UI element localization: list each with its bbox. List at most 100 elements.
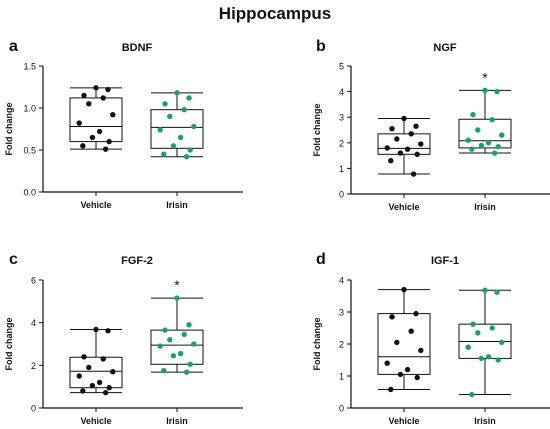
- x-tick-label: Irisin: [474, 202, 496, 212]
- data-point: [186, 95, 192, 101]
- data-point: [388, 158, 394, 164]
- panel-a: a BDNF 0.0 0.5 1.0 1.5 Fold change Vehicle Irisi…: [4, 38, 243, 210]
- y-tick-label: 6: [31, 276, 36, 286]
- y-tick-label: 2: [31, 361, 36, 371]
- data-point: [177, 134, 184, 141]
- data-point: [389, 126, 395, 132]
- data-point: [102, 146, 109, 152]
- data-point: [388, 386, 394, 393]
- panel-title: BDNF: [122, 42, 153, 54]
- y-tick-label: 1: [339, 372, 344, 382]
- panel-letter: d: [316, 251, 326, 268]
- data-point: [470, 111, 476, 118]
- data-point: [170, 353, 177, 359]
- series-vehicle: [69, 326, 123, 396]
- data-point: [157, 127, 163, 133]
- series-irisin: [150, 295, 204, 375]
- data-point: [394, 339, 400, 346]
- y-tick-label: 1.5: [23, 62, 36, 72]
- panel-letter: a: [9, 38, 18, 55]
- x-tick-label: Irisin: [474, 416, 496, 426]
- y-tick-label: 2: [339, 138, 344, 148]
- data-point: [80, 388, 86, 394]
- data-point: [80, 143, 86, 149]
- data-point: [110, 112, 116, 118]
- data-point: [89, 134, 96, 141]
- data-point: [408, 328, 414, 334]
- y-tick-label: 0.0: [23, 188, 36, 198]
- data-point: [413, 123, 419, 129]
- series-vehicle: [69, 85, 123, 152]
- series-vehicle: [377, 115, 431, 177]
- box: [377, 313, 431, 375]
- data-point: [418, 141, 424, 147]
- x-tick-label: Vehicle: [80, 416, 111, 426]
- data-point: [174, 90, 180, 96]
- data-point: [161, 367, 167, 374]
- y-tick-label: 0: [31, 404, 36, 414]
- data-point: [162, 101, 168, 107]
- panel-title: IGF-1: [431, 255, 459, 267]
- data-point: [485, 354, 492, 360]
- data-point: [102, 389, 109, 396]
- x-tick-label: Irisin: [166, 200, 188, 210]
- data-point: [413, 310, 419, 317]
- data-point: [106, 138, 112, 145]
- y-tick-label: 4: [339, 87, 344, 97]
- data-point: [89, 382, 96, 389]
- data-point: [183, 369, 190, 375]
- data-point: [414, 374, 420, 381]
- panel-title: NGF: [433, 42, 457, 54]
- data-point: [495, 357, 501, 363]
- data-point: [110, 369, 116, 375]
- y-tick-label: 2: [339, 340, 344, 350]
- x-tick-label: Vehicle: [388, 202, 419, 212]
- data-point: [191, 341, 197, 347]
- y-tick-label: 0: [339, 190, 344, 200]
- data-point: [100, 356, 106, 362]
- data-point: [482, 87, 488, 94]
- data-point: [161, 151, 167, 157]
- data-point: [181, 106, 187, 113]
- panel-letter: c: [9, 251, 18, 268]
- data-point: [105, 328, 111, 334]
- box: [377, 133, 431, 155]
- data-point: [167, 337, 173, 343]
- x-tick-label: Vehicle: [388, 416, 419, 426]
- data-point: [394, 136, 400, 142]
- panel-b: b NGF 0 1 2 3 4 5 Fold change Vehicle Irisin *: [312, 38, 550, 212]
- panel-title: FGF-2: [121, 255, 153, 267]
- y-tick-label: 5: [339, 62, 344, 72]
- data-point: [489, 325, 495, 331]
- data-point: [485, 140, 492, 146]
- data-point: [489, 117, 495, 123]
- data-point: [86, 364, 92, 371]
- data-point: [404, 366, 411, 373]
- data-point: [177, 350, 184, 357]
- data-point: [167, 113, 173, 120]
- y-axis-label: Fold change: [4, 317, 14, 370]
- data-point: [470, 321, 476, 327]
- panel-d: d IGF-1 0 1 2 3 4 Fold change Vehicle Irisin: [312, 251, 550, 426]
- x-tick-label: Vehicle: [80, 200, 111, 210]
- data-point: [408, 131, 414, 137]
- significance-marker: *: [174, 277, 180, 293]
- data-point: [478, 355, 485, 362]
- data-point: [494, 88, 500, 95]
- series-vehicle: [377, 286, 431, 393]
- significance-marker: *: [482, 69, 488, 85]
- data-point: [191, 123, 197, 130]
- data-point: [76, 373, 82, 379]
- data-point: [100, 95, 106, 101]
- box: [69, 356, 123, 389]
- data-point: [76, 120, 82, 126]
- y-tick-label: 4: [31, 318, 36, 328]
- y-axis-label: Fold change: [4, 102, 14, 155]
- data-point: [96, 128, 103, 135]
- figure-title: Hippocampus: [218, 4, 332, 23]
- y-axis-label: Fold change: [312, 103, 322, 156]
- data-point: [482, 287, 488, 293]
- box: [150, 329, 204, 365]
- data-point: [475, 330, 481, 336]
